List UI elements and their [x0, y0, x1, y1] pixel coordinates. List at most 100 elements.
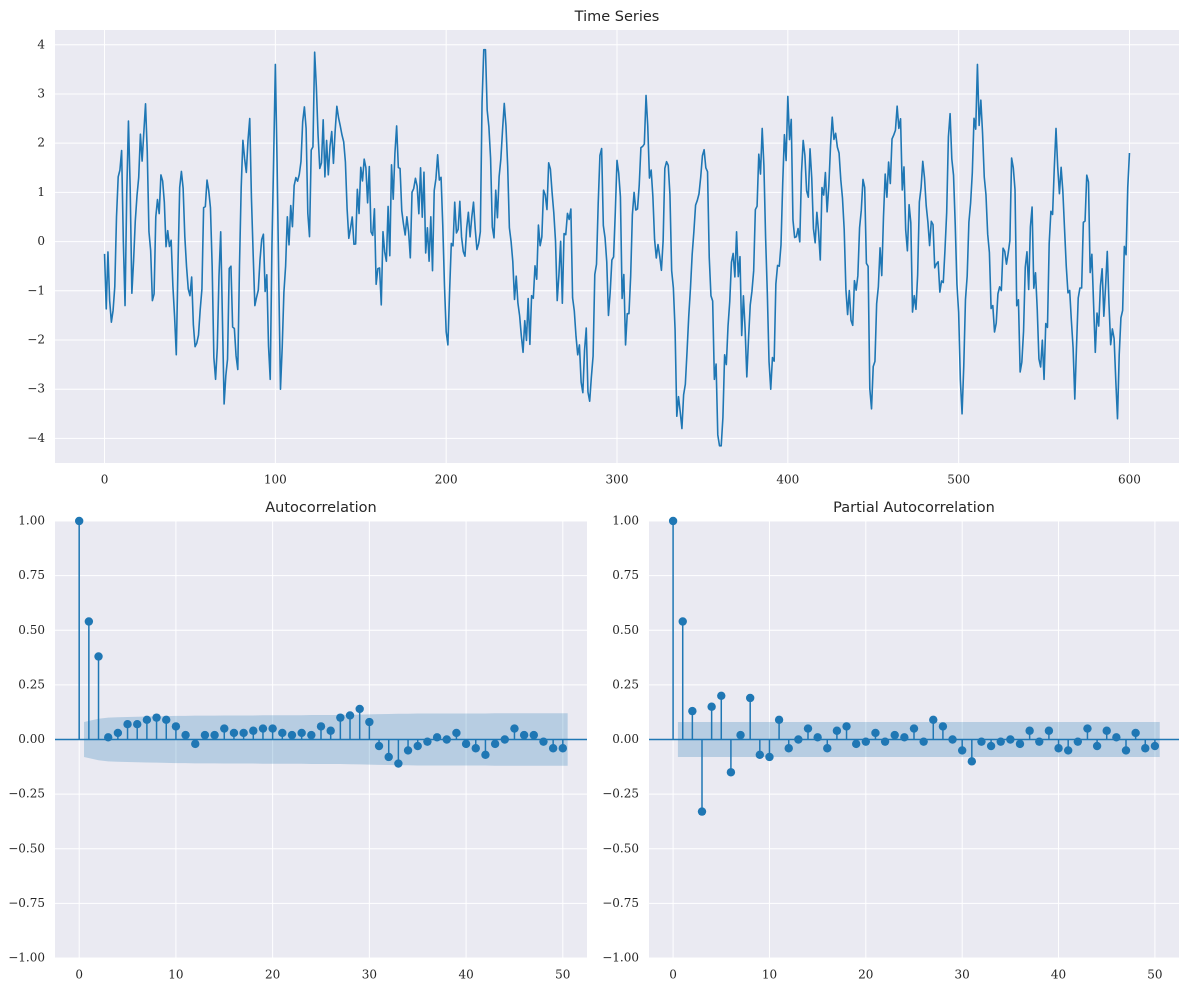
x-tick-label: 10 [168, 968, 183, 982]
y-tick-label: −1.00 [8, 951, 45, 965]
y-tick-label: 0 [37, 234, 45, 248]
y-tick-label: 0.50 [18, 623, 45, 637]
y-tick-label: 0.25 [612, 677, 639, 691]
stem-marker [909, 724, 919, 733]
panel-title: Autocorrelation [265, 500, 376, 516]
y-tick-label: −0.25 [8, 787, 45, 801]
x-tick-label: 50 [555, 968, 570, 982]
stem-marker [191, 739, 200, 749]
stem-marker [374, 741, 384, 751]
stem-marker [510, 724, 519, 733]
panel-title: Partial Autocorrelation [833, 500, 995, 516]
x-tick-label: 300 [606, 473, 629, 487]
stem-marker [668, 516, 678, 526]
stem-marker [355, 704, 364, 714]
y-tick-label: 0.50 [612, 623, 639, 637]
stem-marker [171, 722, 181, 731]
x-tick-label: 600 [1118, 473, 1141, 487]
stem-marker [755, 750, 765, 759]
stem-marker [851, 739, 861, 749]
x-tick-label: 50 [1147, 968, 1162, 982]
stem-marker [900, 733, 909, 742]
y-tick-label: −4 [27, 431, 45, 445]
y-tick-label: 1.00 [612, 514, 639, 528]
series-line [103, 48, 1131, 447]
stem-marker [123, 720, 132, 729]
stem-marker [326, 726, 335, 735]
x-tick-label: 0 [101, 473, 109, 487]
stem-marker [297, 728, 306, 738]
x-tick-label: 10 [762, 968, 777, 982]
x-tick-label: 200 [435, 473, 458, 487]
stem-marker [394, 759, 403, 768]
stem-marker [104, 733, 113, 742]
stem-marker [929, 715, 938, 725]
y-tick-label: 1 [37, 185, 45, 199]
y-tick-label: −0.75 [602, 896, 639, 910]
stem-marker [336, 713, 345, 722]
stem-marker [890, 730, 899, 740]
y-tick-label: −0.50 [8, 841, 45, 855]
stem-marker [957, 746, 967, 755]
stem-marker [1073, 737, 1083, 746]
stem-marker [84, 617, 94, 626]
stem-marker [1102, 726, 1111, 735]
stem-marker [697, 807, 707, 816]
stem-marker [423, 737, 432, 746]
stem-marker [880, 737, 890, 746]
y-tick-label: −0.25 [602, 787, 639, 801]
x-tick-label: 0 [75, 968, 83, 982]
stem-marker [948, 735, 957, 744]
stem-marker [996, 737, 1005, 746]
stem-marker [1054, 744, 1063, 753]
x-tick-label: 30 [362, 968, 377, 982]
partial-autocorrelation-panel: 0 10 20 30 40 50 1.00 0.75 0.50 0.25 0.00 −0.25 −0.5… [602, 500, 1179, 982]
stem-marker [278, 728, 287, 738]
y-tick-label: −0.50 [602, 841, 639, 855]
stem-marker [842, 722, 851, 731]
stem-marker [529, 730, 538, 740]
stem-marker [432, 733, 442, 742]
stem-marker [307, 730, 316, 740]
stem-marker [113, 728, 123, 738]
y-tick-label: 0.75 [612, 568, 639, 582]
stem-marker [967, 757, 977, 766]
stem-marker [1150, 741, 1160, 751]
stem-marker [500, 735, 509, 744]
stem-marker [162, 715, 171, 725]
x-tick-label: 500 [947, 473, 970, 487]
stem-marker [678, 617, 687, 626]
y-tick-label: −1 [27, 283, 45, 297]
y-tick-label: 0.25 [18, 677, 45, 691]
y-tick-label: −1.00 [602, 951, 639, 965]
stem-marker [726, 768, 736, 777]
stem-marker [539, 737, 548, 746]
stem-marker [1112, 733, 1121, 742]
stem-marker [823, 744, 832, 753]
y-tick-label: 3 [37, 86, 45, 100]
stem-marker [1063, 746, 1073, 755]
stem-marker [745, 693, 755, 703]
stem-marker [133, 720, 142, 729]
x-tick-label: 30 [955, 968, 970, 982]
x-tick-label: 0 [669, 968, 677, 982]
stem-marker [268, 724, 277, 733]
panel-title: Time Series [574, 9, 660, 25]
stem-marker [200, 730, 210, 740]
stem-marker [490, 739, 500, 749]
stem-marker [287, 730, 297, 740]
y-tick-label: 0.75 [18, 568, 45, 582]
stem-marker [861, 737, 871, 746]
y-tick-label: 0.00 [18, 732, 45, 746]
stem-marker [986, 741, 996, 751]
stem-marker [249, 726, 258, 735]
stem-marker [365, 717, 374, 727]
stem-marker [461, 739, 471, 749]
y-tick-label: −2 [27, 332, 45, 346]
stem-marker [1092, 741, 1102, 751]
stem-marker [1121, 746, 1131, 755]
stem-marker [1015, 739, 1025, 749]
stem-marker [413, 741, 422, 751]
stem-marker [784, 744, 793, 753]
stem-marker [142, 715, 152, 725]
